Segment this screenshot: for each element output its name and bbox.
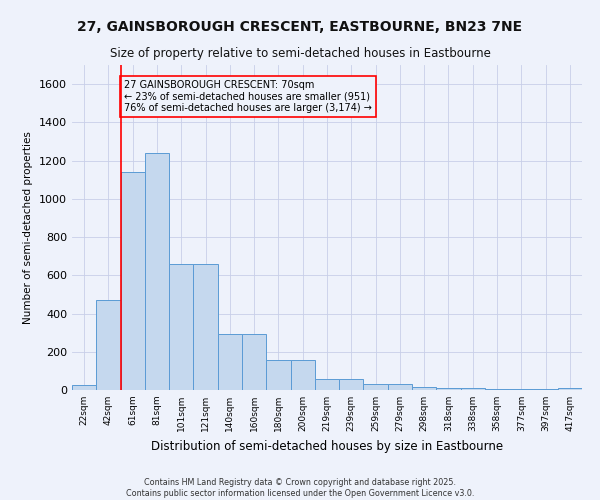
Bar <box>558 388 582 390</box>
Bar <box>193 264 218 390</box>
Bar <box>315 378 339 390</box>
Bar <box>364 384 388 390</box>
Text: 27, GAINSBOROUGH CRESCENT, EASTBOURNE, BN23 7NE: 27, GAINSBOROUGH CRESCENT, EASTBOURNE, B… <box>77 20 523 34</box>
Bar <box>485 389 509 390</box>
Bar <box>145 153 169 390</box>
Bar <box>436 388 461 390</box>
Bar <box>461 388 485 390</box>
Text: Contains HM Land Registry data © Crown copyright and database right 2025.
Contai: Contains HM Land Registry data © Crown c… <box>126 478 474 498</box>
Bar <box>218 334 242 390</box>
X-axis label: Distribution of semi-detached houses by size in Eastbourne: Distribution of semi-detached houses by … <box>151 440 503 452</box>
Bar <box>290 360 315 390</box>
Bar <box>121 172 145 390</box>
Bar <box>169 264 193 390</box>
Y-axis label: Number of semi-detached properties: Number of semi-detached properties <box>23 131 34 324</box>
Bar <box>72 385 96 390</box>
Text: 27 GAINSBOROUGH CRESCENT: 70sqm
← 23% of semi-detached houses are smaller (951)
: 27 GAINSBOROUGH CRESCENT: 70sqm ← 23% of… <box>124 80 372 114</box>
Bar <box>388 384 412 390</box>
Bar <box>339 378 364 390</box>
Bar <box>266 360 290 390</box>
Text: Size of property relative to semi-detached houses in Eastbourne: Size of property relative to semi-detach… <box>110 48 490 60</box>
Bar <box>96 300 121 390</box>
Bar <box>242 334 266 390</box>
Bar <box>412 386 436 390</box>
